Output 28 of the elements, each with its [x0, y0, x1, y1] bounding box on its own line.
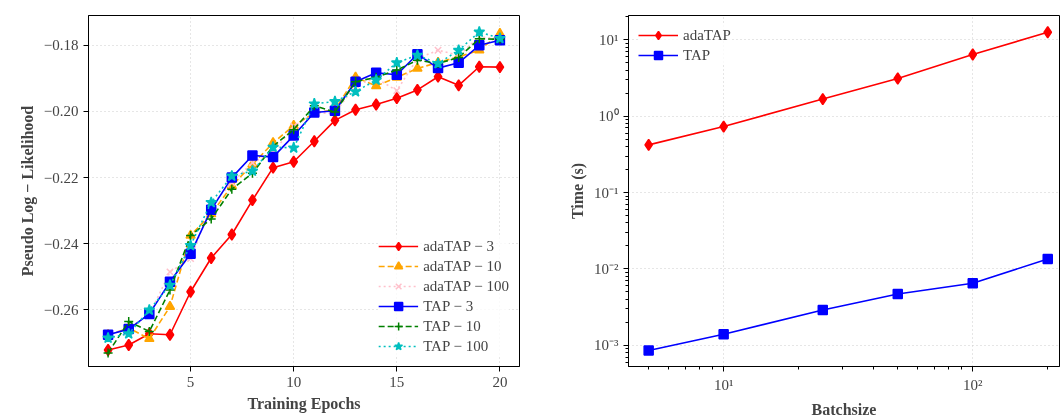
x-tick-label: 20 — [492, 373, 508, 390]
x-tick-label: 15 — [389, 373, 405, 390]
legend-label: TAP − 100 — [423, 337, 489, 355]
x-tick-label: 10² — [962, 376, 983, 393]
x-tick-label: 5 — [186, 373, 195, 390]
legend-label: adaTAP − 10 — [423, 257, 502, 275]
legend-label: TAP — [683, 46, 711, 64]
y-tick-label: −0.24 — [43, 235, 79, 252]
x-tick-label: 10¹ — [713, 376, 734, 393]
legend-label: adaTAP − 100 — [423, 277, 509, 295]
y-tick-label: 10⁰ — [598, 108, 619, 125]
y-axis-title: Time (s) — [569, 162, 587, 220]
y-tick-label: −0.26 — [43, 301, 79, 318]
y-tick-label: −0.20 — [43, 103, 79, 120]
legend-label: adaTAP — [683, 26, 731, 44]
legend-label: TAP − 10 — [423, 317, 481, 335]
y-tick-label: −0.22 — [43, 169, 79, 186]
y-tick-label: −0.18 — [43, 37, 79, 54]
legend-label: adaTAP − 3 — [423, 237, 494, 255]
y-tick-label: 10⁻³ — [594, 337, 619, 354]
y-tick-label: 10¹ — [599, 31, 619, 48]
x-axis-title: Batchsize — [811, 400, 877, 418]
y-tick-label: 10⁻¹ — [594, 184, 619, 201]
x-axis-title: Training Epochs — [247, 394, 361, 413]
y-tick-label: 10⁻² — [594, 260, 619, 277]
x-tick-label: 10 — [286, 373, 302, 390]
y-axis-title: Pseudo Log − Likelihood — [18, 105, 37, 277]
legend-label: TAP − 3 — [423, 297, 474, 315]
